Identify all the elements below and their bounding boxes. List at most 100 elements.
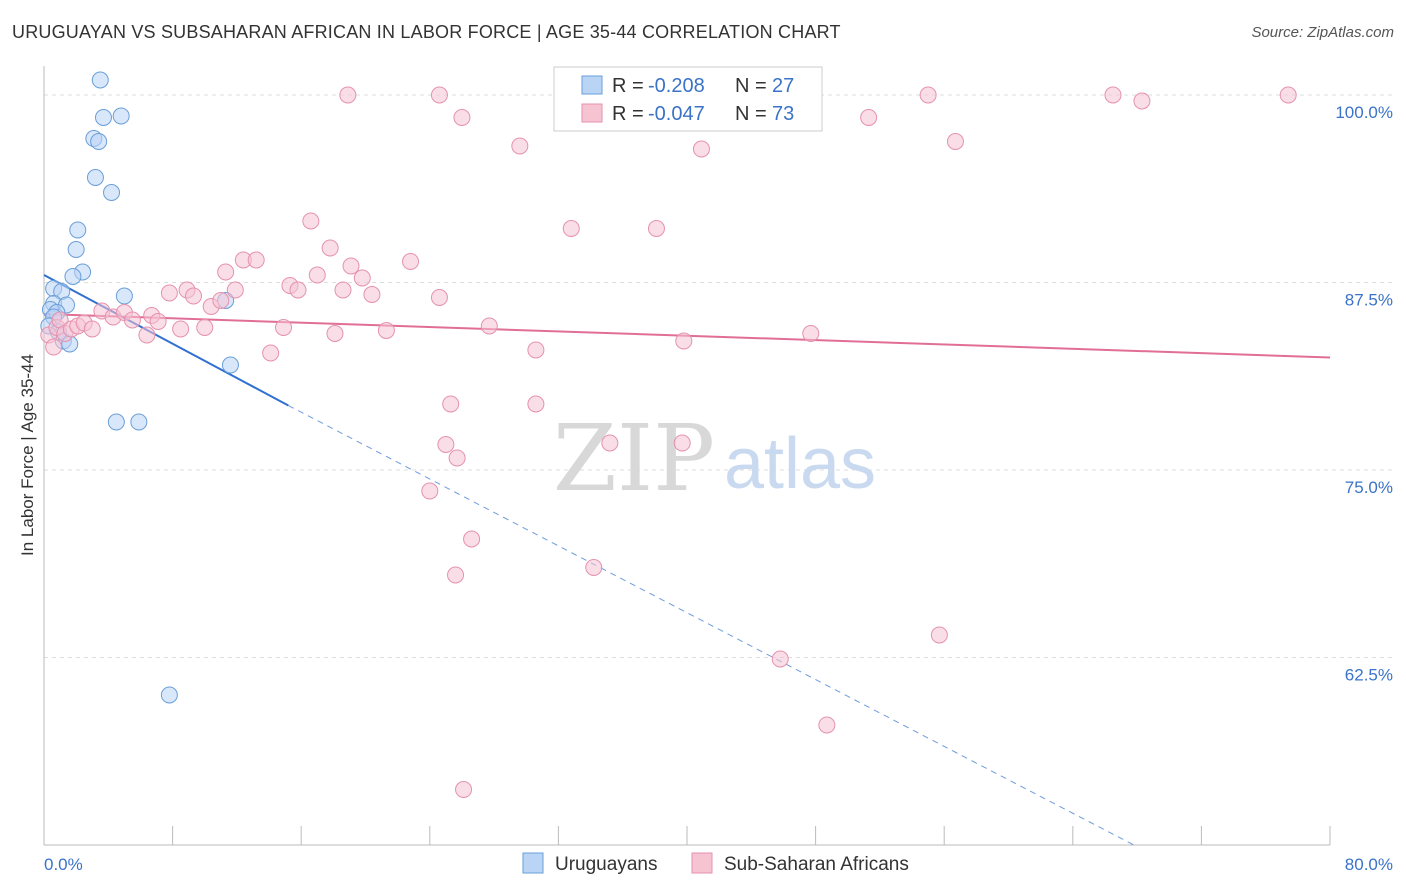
watermark: ZIP atlas bbox=[553, 405, 876, 512]
uruguayan-trend-line bbox=[43, 274, 289, 407]
legend-n-label: N = bbox=[735, 75, 767, 97]
y-tick-label: 62.5% bbox=[1345, 666, 1393, 685]
legend-swatch-blue bbox=[581, 75, 603, 95]
subsaharan-point bbox=[818, 716, 836, 734]
watermark-atlas: atlas bbox=[724, 424, 876, 504]
subsaharan-point bbox=[463, 530, 481, 548]
subsaharan-point bbox=[453, 109, 471, 126]
subsaharan-point bbox=[308, 266, 326, 284]
uruguayan-point bbox=[90, 133, 108, 150]
subsaharan-point bbox=[402, 253, 420, 270]
uruguayan-point bbox=[69, 221, 87, 239]
subsaharan-point bbox=[946, 133, 964, 150]
subsaharan-point bbox=[184, 287, 202, 305]
subsaharan-point bbox=[275, 319, 293, 336]
legend-r-value: -0.208 bbox=[648, 75, 705, 97]
legend-n-label: N = bbox=[735, 103, 767, 125]
subsaharan-point bbox=[430, 289, 448, 306]
series-legend-swatch-uruguayans bbox=[522, 852, 544, 874]
subsaharan-point bbox=[172, 320, 190, 338]
subsaharan-point bbox=[353, 269, 371, 287]
subsaharan-point bbox=[334, 281, 352, 299]
subsaharan-point bbox=[442, 395, 460, 413]
legend-r-label: R = bbox=[612, 103, 644, 125]
subsaharan-point bbox=[930, 626, 948, 644]
uruguayan-point bbox=[94, 109, 112, 126]
subsaharan-point bbox=[83, 320, 101, 338]
subsaharan-point bbox=[342, 257, 360, 275]
subsaharan-point bbox=[247, 251, 265, 269]
x-tick-label: 80.0% bbox=[1345, 855, 1393, 874]
uruguayan-point bbox=[64, 268, 82, 285]
subsaharan-point bbox=[675, 332, 693, 350]
subsaharan-point bbox=[860, 109, 878, 126]
subsaharan-point bbox=[363, 286, 381, 303]
x-tick-label: 0.0% bbox=[44, 855, 83, 874]
uruguayan-point bbox=[67, 241, 85, 258]
chart-title: URUGUAYAN VS SUBSAHARAN AFRICAN IN LABOR… bbox=[12, 22, 841, 42]
subsaharan-point bbox=[527, 341, 545, 359]
watermark-zip: ZIP bbox=[553, 405, 715, 512]
legend-swatch-pink bbox=[581, 103, 603, 123]
series-legend: Uruguayans Sub-Saharan Africans bbox=[522, 852, 909, 875]
uruguayan-trend-extension bbox=[288, 405, 1135, 846]
subsaharan-point bbox=[1279, 86, 1297, 104]
subsaharan-point bbox=[377, 322, 395, 339]
data-points bbox=[40, 71, 1297, 798]
legend-n-value: 27 bbox=[772, 75, 794, 97]
uruguayan-point bbox=[221, 356, 239, 374]
subsaharan-point bbox=[527, 395, 545, 413]
subsaharan-point bbox=[1104, 86, 1122, 104]
subsaharan-point bbox=[321, 239, 339, 257]
subsaharan-point bbox=[562, 220, 580, 237]
source-label: Source: ZipAtlas.com bbox=[1251, 24, 1394, 41]
legend-r-label: R = bbox=[612, 75, 644, 97]
uruguayan-point bbox=[160, 686, 178, 704]
subsaharan-point bbox=[430, 86, 448, 104]
subsaharan-point bbox=[339, 86, 357, 104]
series-legend-label-subsaharan: Sub-Saharan Africans bbox=[724, 854, 909, 875]
uruguayan-point bbox=[130, 413, 148, 431]
subsaharan-point bbox=[262, 344, 280, 362]
subsaharan-point bbox=[448, 449, 466, 467]
axes bbox=[43, 66, 1331, 846]
legend-r-value: -0.047 bbox=[648, 103, 705, 125]
subsaharan-point bbox=[160, 284, 178, 302]
gridlines bbox=[44, 94, 1395, 658]
uruguayan-point bbox=[103, 184, 121, 201]
subsaharan-point bbox=[447, 566, 465, 584]
uruguayan-point bbox=[115, 287, 133, 305]
subsaharan-point bbox=[289, 281, 307, 299]
subsaharan-point bbox=[196, 319, 214, 336]
subsaharan-point bbox=[217, 263, 235, 281]
subsaharan-point bbox=[480, 317, 498, 335]
uruguayan-point bbox=[86, 169, 104, 186]
subsaharan-point bbox=[1133, 92, 1151, 110]
subsaharan-point bbox=[771, 650, 789, 668]
subsaharan-point bbox=[421, 482, 439, 500]
y-tick-label: 87.5% bbox=[1345, 291, 1393, 310]
stats-legend: R = -0.208 N = 27 R = -0.047 N = 73 bbox=[553, 66, 823, 132]
subsaharan-point bbox=[585, 559, 603, 576]
subsaharan-point bbox=[601, 434, 619, 452]
subsaharan-point bbox=[802, 325, 820, 342]
subsaharan-point bbox=[647, 220, 665, 237]
y-tick-label: 100.0% bbox=[1335, 103, 1393, 122]
subsaharan-point bbox=[138, 326, 156, 344]
subsaharan-point bbox=[212, 292, 230, 309]
subsaharan-point bbox=[673, 434, 691, 452]
series-legend-swatch-subsaharan bbox=[691, 852, 713, 874]
uruguayan-point bbox=[107, 413, 125, 431]
subsaharan-point bbox=[326, 325, 344, 342]
subsaharan-point bbox=[302, 212, 320, 230]
subsaharan-point bbox=[149, 313, 167, 330]
subsaharan-point bbox=[45, 338, 63, 356]
uruguayan-point bbox=[91, 71, 109, 89]
subsaharan-point bbox=[455, 781, 473, 798]
series-legend-label-uruguayans: Uruguayans bbox=[555, 854, 657, 875]
subsaharan-point bbox=[437, 436, 455, 453]
y-tick-label: 75.0% bbox=[1345, 478, 1393, 497]
tick-labels: 62.5% 75.0% 87.5% 100.0% 0.0% 80.0% bbox=[44, 103, 1393, 874]
subsaharan-point bbox=[919, 86, 937, 104]
